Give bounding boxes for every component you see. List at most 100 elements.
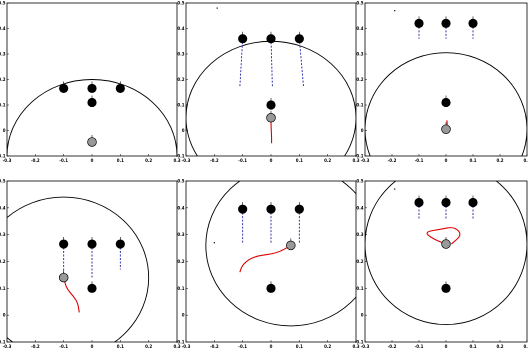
x-tick-label: 0.2 <box>145 158 152 163</box>
y-tick-label: -0.1 <box>355 340 364 345</box>
black-point-4 <box>266 100 276 110</box>
y-tick-label: -0.1 <box>176 340 185 345</box>
x-tick-label: 0 <box>91 344 94 349</box>
x-tick-label: -0.2 <box>31 344 40 349</box>
y-tick-label: 0.2 <box>356 77 363 82</box>
x-tick-label: 0.3 <box>173 158 180 163</box>
y-tick-label: 0.4 <box>0 26 6 31</box>
black-point-3 <box>468 197 478 208</box>
y-tick-label: -0.1 <box>176 154 185 159</box>
y-tick-label: 0.4 <box>356 205 363 210</box>
y-tick-label: 0 <box>361 128 364 133</box>
y-tick-label: 0.2 <box>356 259 363 264</box>
small-mark-1 <box>216 7 218 9</box>
gray-point <box>286 240 296 251</box>
y-tick-label: 0.4 <box>177 205 184 210</box>
black-point-2 <box>266 34 276 44</box>
x-tick-label: 0.1 <box>469 158 476 163</box>
x-tick-label: 0.1 <box>296 344 303 349</box>
x-tick-label: -0.3 <box>182 344 191 349</box>
y-tick-label: 0.3 <box>356 232 363 237</box>
black-point-1 <box>59 239 69 249</box>
black-point-4 <box>87 283 97 293</box>
x-tick-label: 0.2 <box>324 344 331 349</box>
y-tick-label: 0.4 <box>177 26 184 31</box>
x-tick-label: -0.2 <box>31 158 40 163</box>
y-tick-label: 0.5 <box>177 179 184 184</box>
black-point-1 <box>414 197 424 208</box>
y-tick-label: 0.2 <box>177 259 184 264</box>
x-tick-label: -0.2 <box>210 158 219 163</box>
y-tick-label: 0 <box>182 313 185 318</box>
y-tick-label: 0.2 <box>0 259 6 264</box>
plot-area <box>205 181 356 327</box>
y-tick-label: 0.5 <box>356 179 363 184</box>
gray-point <box>58 272 69 283</box>
small-mark-1 <box>213 242 215 244</box>
y-tick-label: 0 <box>182 128 185 133</box>
y-tick-label: 0.2 <box>177 77 184 82</box>
black-point-2 <box>266 204 276 214</box>
black-point-4 <box>441 283 451 293</box>
black-point-3 <box>115 83 125 94</box>
black-point-2 <box>441 18 451 28</box>
black-point-3 <box>115 239 125 249</box>
dashed-line-2 <box>270 38 273 88</box>
x-tick-label: 0.2 <box>324 158 331 163</box>
x-tick-label: 0 <box>445 344 448 349</box>
gray-point <box>266 112 276 123</box>
x-tick-label: -0.1 <box>238 344 247 349</box>
x-tick-label: 0.3 <box>523 344 528 349</box>
x-tick-label: 0.1 <box>117 344 124 349</box>
y-tick-label: 0 <box>361 313 364 318</box>
dashed-line-3 <box>298 38 305 88</box>
panel-1: -0.3 -0.2 -0.1 0 0.1 0.2 0.3 -0.1 0 0.1 0.2 0.3 0.4 0… <box>0 1 181 164</box>
y-tick-label: 0.1 <box>177 286 184 291</box>
y-tick-label: -0.1 <box>355 154 364 159</box>
range-circle <box>365 52 527 156</box>
gray-point <box>87 137 97 147</box>
x-tick-label: -0.3 <box>182 158 191 163</box>
x-tick-label: 0.2 <box>496 158 503 163</box>
x-tick-label: 0 <box>270 344 273 349</box>
black-point-3 <box>294 34 304 44</box>
panel-2: -0.3 -0.2 -0.1 0 0.1 0.2 0.3-0.100.10.20.30.40… <box>176 1 360 164</box>
black-point-3 <box>294 204 304 214</box>
y-tick-label: 0.5 <box>177 1 184 6</box>
range-circle <box>7 79 177 156</box>
x-tick-label: -0.3 <box>3 158 12 163</box>
black-point-2 <box>87 83 97 94</box>
black-point-4 <box>441 97 451 108</box>
x-tick-label: -0.3 <box>361 344 370 349</box>
y-tick-label: 0.3 <box>177 52 184 57</box>
small-mark-1 <box>394 188 396 190</box>
y-tick-label: 0.5 <box>356 1 363 6</box>
x-tick-label: 0.2 <box>145 344 152 349</box>
x-tick-label: -0.1 <box>59 344 68 349</box>
plot-area <box>365 10 527 156</box>
y-tick-label: -0.1 <box>0 340 6 345</box>
plot-area <box>186 7 356 156</box>
black-point-1 <box>414 18 424 28</box>
black-point-4 <box>266 283 276 293</box>
small-mark-1 <box>394 10 396 12</box>
plot-area <box>365 181 527 325</box>
black-point-1 <box>238 204 248 214</box>
black-point-1 <box>238 34 248 44</box>
panel-4: -0.3 -0.2 -0.1 0 0.1 0.2 0.3 -0.1 0 0.1 0.2 0.3 0.4 0… <box>0 179 181 350</box>
black-point-3 <box>468 18 478 28</box>
y-tick-label: 0.3 <box>0 232 6 237</box>
x-tick-label: -0.2 <box>388 158 397 163</box>
y-tick-label: 0.1 <box>356 286 363 291</box>
x-tick-label: 0 <box>445 158 448 163</box>
black-point-2 <box>87 239 97 249</box>
x-tick-label: -0.2 <box>388 344 397 349</box>
gray-point <box>441 124 451 134</box>
x-tick-label: 0.3 <box>523 158 528 163</box>
plot-area <box>7 196 150 342</box>
x-tick-label: 0.1 <box>469 344 476 349</box>
y-tick-label: 0.1 <box>0 286 6 291</box>
panel-6: -0.3-0.2-0.100.10.20.3-0.100.10.20.30.40… <box>355 179 528 350</box>
y-tick-label: 0.5 <box>0 1 6 6</box>
